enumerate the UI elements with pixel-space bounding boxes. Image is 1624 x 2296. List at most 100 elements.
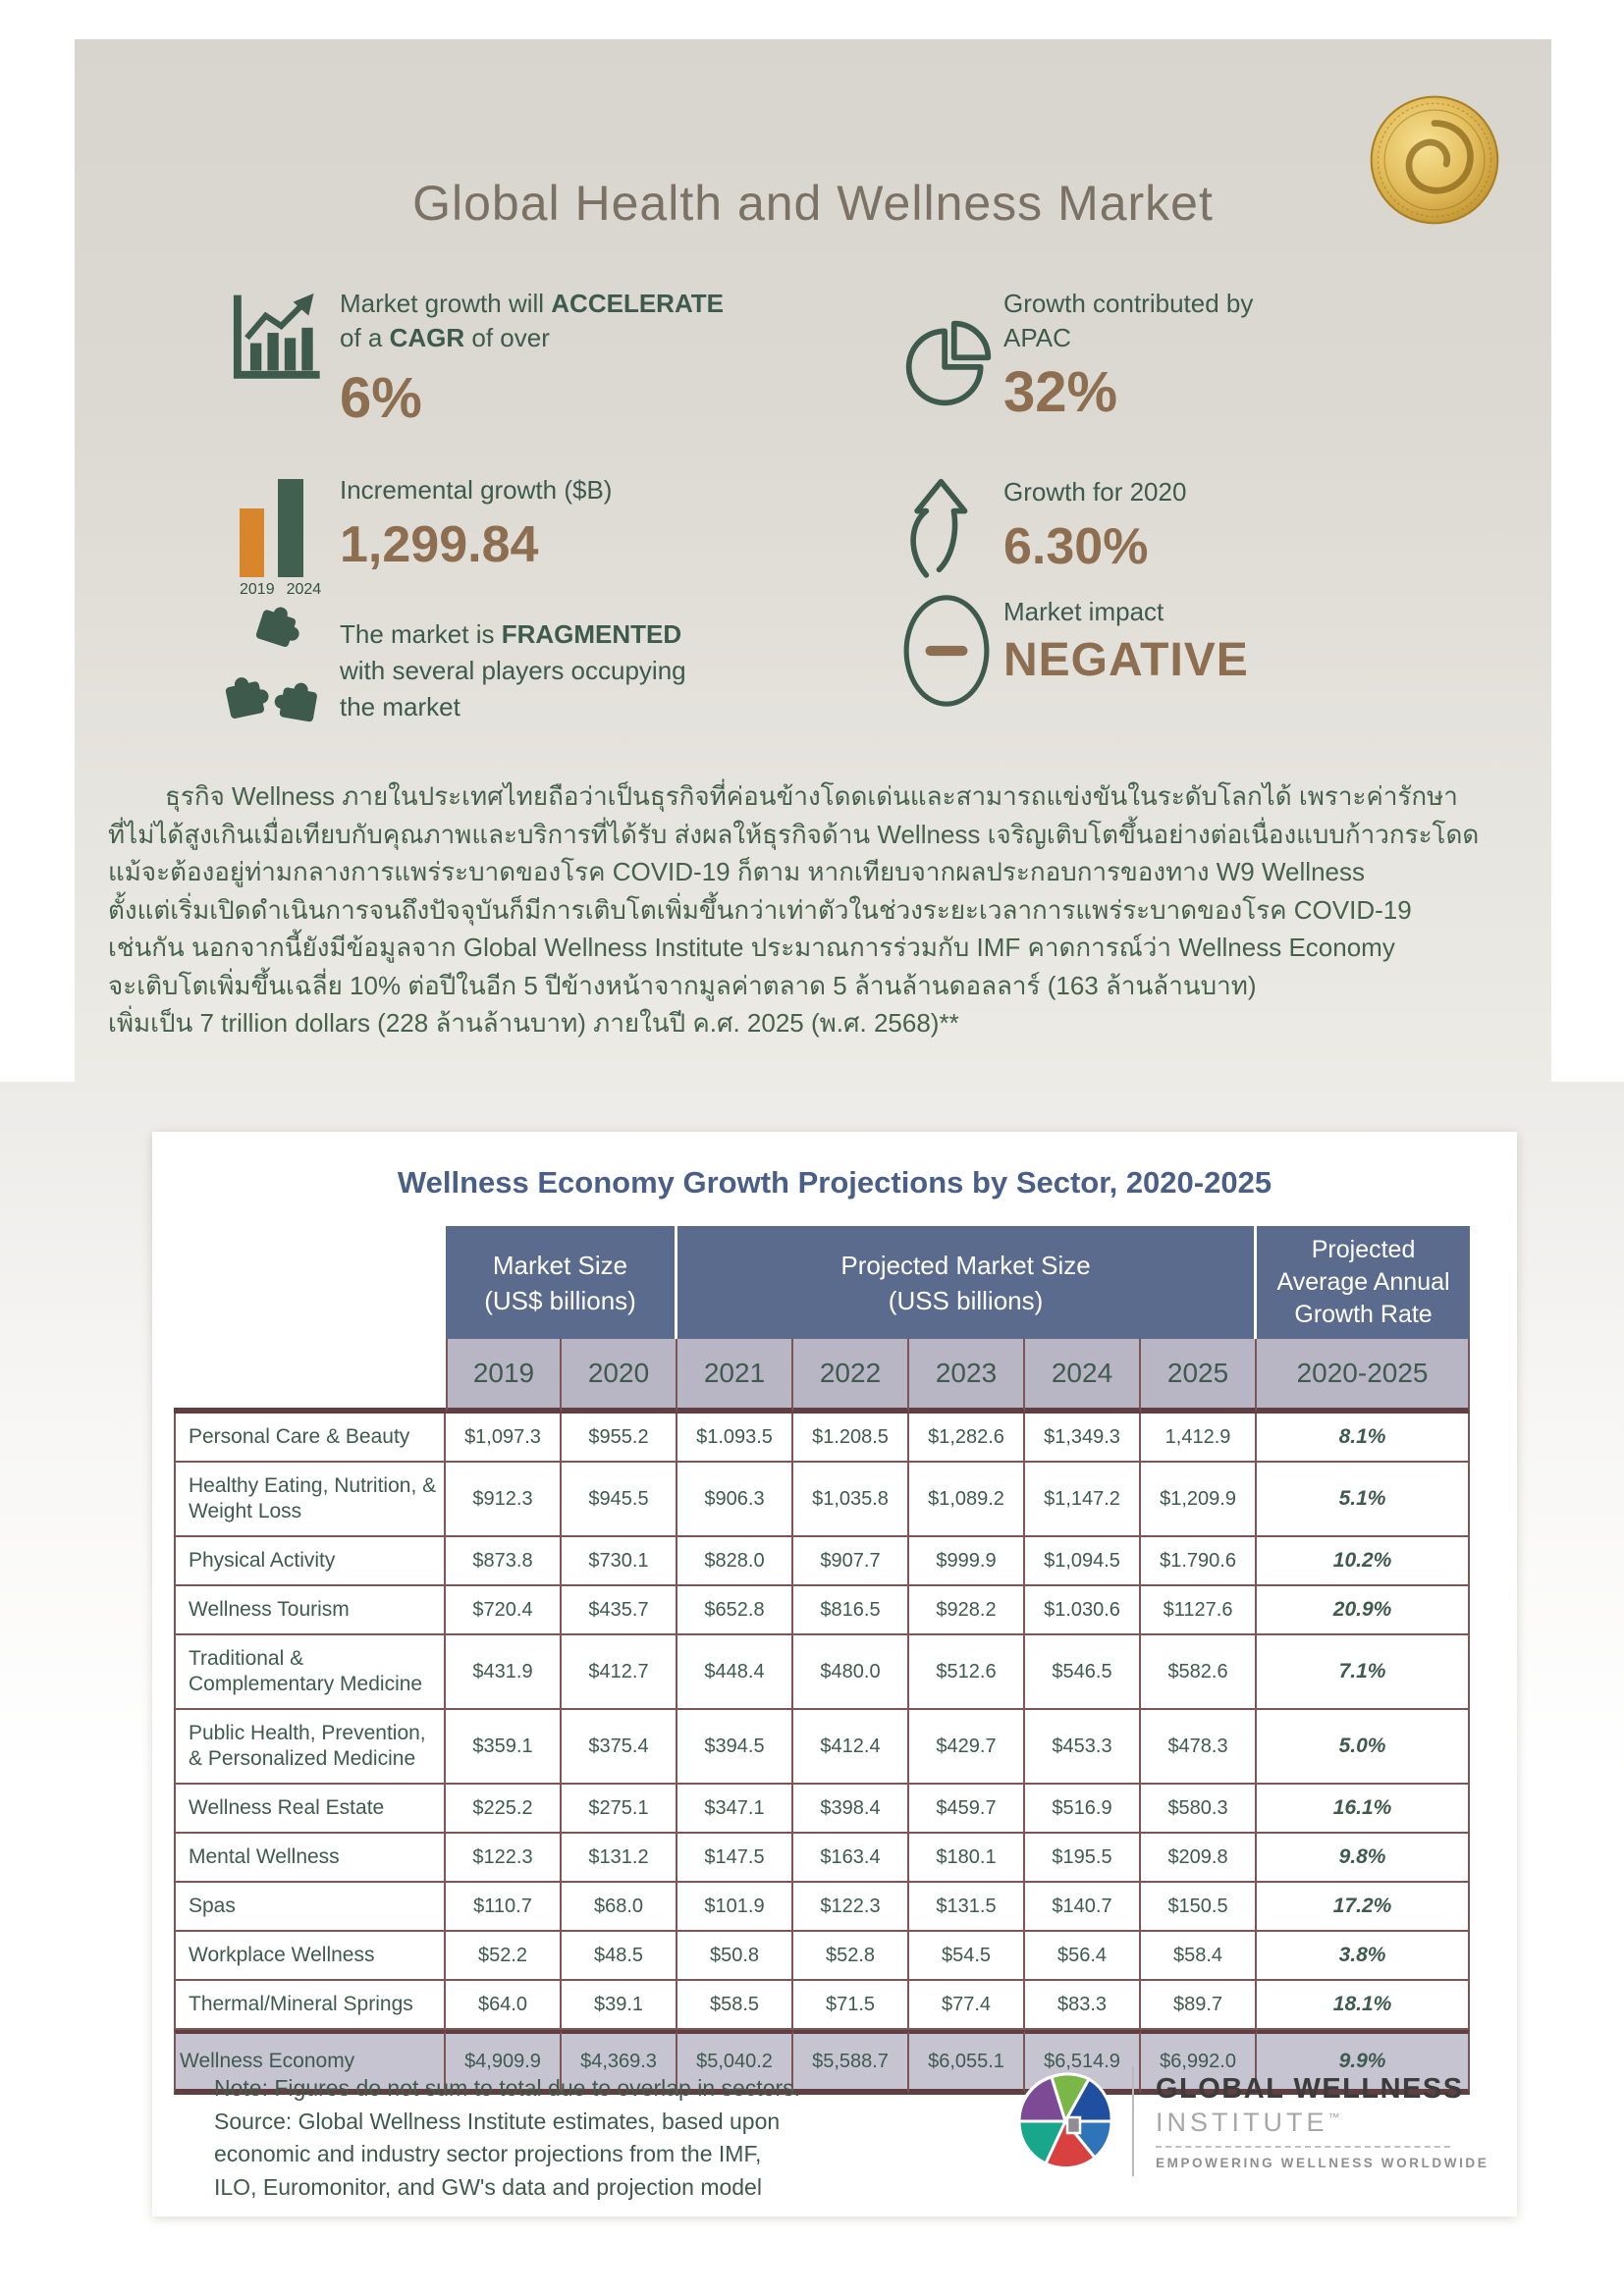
- value-cell: $582.6: [1141, 1635, 1258, 1710]
- year-header: 2022: [793, 1339, 910, 1414]
- value-cell: $56.4: [1025, 1932, 1142, 1981]
- table-note: Note: Figures do not sum to total due to…: [214, 2072, 800, 2204]
- value-cell: $101.9: [677, 1883, 794, 1932]
- stat-fragmented: The market is FRAGMENTED with several pl…: [340, 616, 686, 725]
- thai-line: ตั้งแต่เริ่มเปิดดำเนินการจนถึงปัจจุบันก็…: [108, 894, 1412, 925]
- growth-cell: 20.9%: [1257, 1586, 1471, 1635]
- sector-cell: Traditional & Complementary Medicine: [174, 1635, 446, 1710]
- value-cell: $110.7: [446, 1883, 562, 1932]
- value-cell: $58.5: [677, 1981, 794, 2030]
- corner-blank-cell: [174, 1339, 446, 1414]
- value-cell: $1,147.2: [1025, 1463, 1142, 1537]
- projected-market-size-header: Projected Market Size (USS billions): [677, 1226, 1258, 1339]
- stat-impact-label: Market impact: [1003, 597, 1164, 626]
- stat-impact: Market impact NEGATIVE: [1003, 595, 1249, 686]
- sector-cell: Public Health, Prevention, & Personalize…: [174, 1710, 446, 1785]
- thai-line: จะเติบโตเพิ่มขึ้นเฉลี่ย 10% ต่อปีในอีก 5…: [108, 970, 1257, 1000]
- stat-fragmented-line3: the market: [340, 692, 460, 721]
- value-cell: $68.0: [562, 1883, 678, 1932]
- growth-rate-header: Projected Average Annual Growth Rate: [1257, 1226, 1471, 1339]
- value-cell: $1,282.6: [909, 1414, 1026, 1463]
- stat-apac-value: 32%: [1003, 360, 1118, 424]
- corner-blank-cell: [174, 1226, 446, 1339]
- stat-growth2020-label: Growth for 2020: [1003, 477, 1187, 507]
- value-cell: $435.7: [562, 1586, 678, 1635]
- value-cell: $1,349.3: [1025, 1414, 1142, 1463]
- sector-cell: Workplace Wellness: [174, 1932, 446, 1981]
- value-cell: $945.5: [562, 1463, 678, 1537]
- stat-growth2020-value: 6.30%: [1003, 518, 1149, 575]
- sector-cell: Thermal/Mineral Springs: [174, 1981, 446, 2030]
- value-cell: $50.8: [677, 1932, 794, 1981]
- value-cell: $4,369.3: [562, 2030, 678, 2095]
- wellness-table: Market Size (US$ billions) Projected Mark…: [174, 1226, 1471, 2095]
- value-cell: $48.5: [562, 1932, 678, 1981]
- thai-line: เช่นกัน นอกจากนี้ยังมีข้อมูลจาก Global W…: [108, 933, 1395, 962]
- sector-cell: Wellness Real Estate: [174, 1785, 446, 1834]
- value-cell: $39.1: [562, 1981, 678, 2030]
- value-cell: $147.5: [677, 1834, 794, 1883]
- value-cell: $131.5: [909, 1883, 1026, 1932]
- value-cell: $52.2: [446, 1932, 562, 1981]
- value-cell: $54.5: [909, 1932, 1026, 1981]
- stat-incremental: Incremental growth ($B) 1,299.84: [340, 473, 612, 572]
- value-cell: $828.0: [677, 1537, 794, 1586]
- value-cell: $64.0: [446, 1981, 562, 2030]
- value-cell: $1.030.6: [1025, 1586, 1142, 1635]
- value-cell: $163.4: [793, 1834, 910, 1883]
- growth-cell: 16.1%: [1257, 1785, 1471, 1834]
- gwi-logo: GLOBAL WELLNESS INSTITUTE™ EMPOWERING WE…: [1016, 2066, 1489, 2176]
- value-cell: $928.2: [909, 1586, 1026, 1635]
- gold-medallion-logo: [1370, 95, 1499, 225]
- value-cell: $1127.6: [1141, 1586, 1258, 1635]
- sector-cell: Physical Activity: [174, 1537, 446, 1586]
- table-card: Wellness Economy Growth Projections by S…: [152, 1132, 1517, 2216]
- market-size-header: Market Size (US$ billions): [446, 1226, 678, 1339]
- table-row: Mental Wellness $122.3 $131.2 $147.5 $163.4 $…: [174, 1834, 1471, 1883]
- value-cell: $816.5: [793, 1586, 910, 1635]
- stat-cagr-label-line1: Market growth will ACCELERATE: [340, 289, 725, 318]
- gwi-institute: INSTITUTE™: [1156, 2107, 1344, 2137]
- sector-cell: Spas: [174, 1883, 446, 1932]
- sector-cell: Personal Care & Beauty: [174, 1414, 446, 1463]
- note-line: economic and industry sector projections…: [214, 2141, 762, 2166]
- logo-divider: [1132, 2066, 1134, 2176]
- value-cell: $1,097.3: [446, 1414, 562, 1463]
- value-cell: $89.7: [1141, 1981, 1258, 2030]
- value-cell: $225.2: [446, 1785, 562, 1834]
- two-bars-icon: 2019 2024: [240, 459, 348, 599]
- value-cell: $480.0: [793, 1635, 910, 1710]
- value-cell: $122.3: [793, 1883, 910, 1932]
- hero-panel: Global Health and Wellness Market Market…: [75, 39, 1551, 1082]
- value-cell: $180.1: [909, 1834, 1026, 1883]
- value-cell: $652.8: [677, 1586, 794, 1635]
- value-cell: $512.6: [909, 1635, 1026, 1710]
- value-cell: 1,412.9: [1141, 1414, 1258, 1463]
- table-row: Healthy Eating, Nutrition, & Weight Loss…: [174, 1463, 1471, 1537]
- gwi-name: GLOBAL WELLNESS: [1156, 2072, 1464, 2105]
- note-line: ILO, Euromonitor, and GW's data and proj…: [214, 2173, 762, 2200]
- gwi-wordmark: GLOBAL WELLNESS INSTITUTE™ EMPOWERING WE…: [1156, 2073, 1489, 2170]
- value-cell: $412.4: [793, 1710, 910, 1785]
- thai-line: แม้จะต้องอยู่ท่ามกลางการแพร่ระบาดของโรค …: [108, 857, 1365, 886]
- growth-cell: 9.9%: [1257, 2030, 1471, 2095]
- note-line: Source: Global Wellness Institute estima…: [214, 2108, 781, 2134]
- table-row: Traditional & Complementary Medicine $431…: [174, 1635, 1471, 1710]
- value-cell: $478.3: [1141, 1710, 1258, 1785]
- table-row: Public Health, Prevention, & Personalize…: [174, 1710, 1471, 1785]
- value-cell: $429.7: [909, 1710, 1026, 1785]
- year-header: 2024: [1025, 1339, 1142, 1414]
- bar-2024: [278, 479, 303, 577]
- value-cell: $6,992.0: [1141, 2030, 1258, 2095]
- table-year-header-row: 2019 2020 2021 2022 2023 2024 2025 2020-…: [174, 1339, 1471, 1414]
- year-header: 2023: [909, 1339, 1026, 1414]
- growth-cell: 10.2%: [1257, 1537, 1471, 1586]
- year-header: 2020: [562, 1339, 678, 1414]
- value-cell: $150.5: [1141, 1883, 1258, 1932]
- value-cell: $730.1: [562, 1537, 678, 1586]
- sector-cell: Healthy Eating, Nutrition, & Weight Loss: [174, 1463, 446, 1537]
- bar-year-right-label: 2024: [286, 581, 322, 598]
- value-cell: $359.1: [446, 1710, 562, 1785]
- value-cell: $83.3: [1025, 1981, 1142, 2030]
- value-cell: $1,089.2: [909, 1463, 1026, 1537]
